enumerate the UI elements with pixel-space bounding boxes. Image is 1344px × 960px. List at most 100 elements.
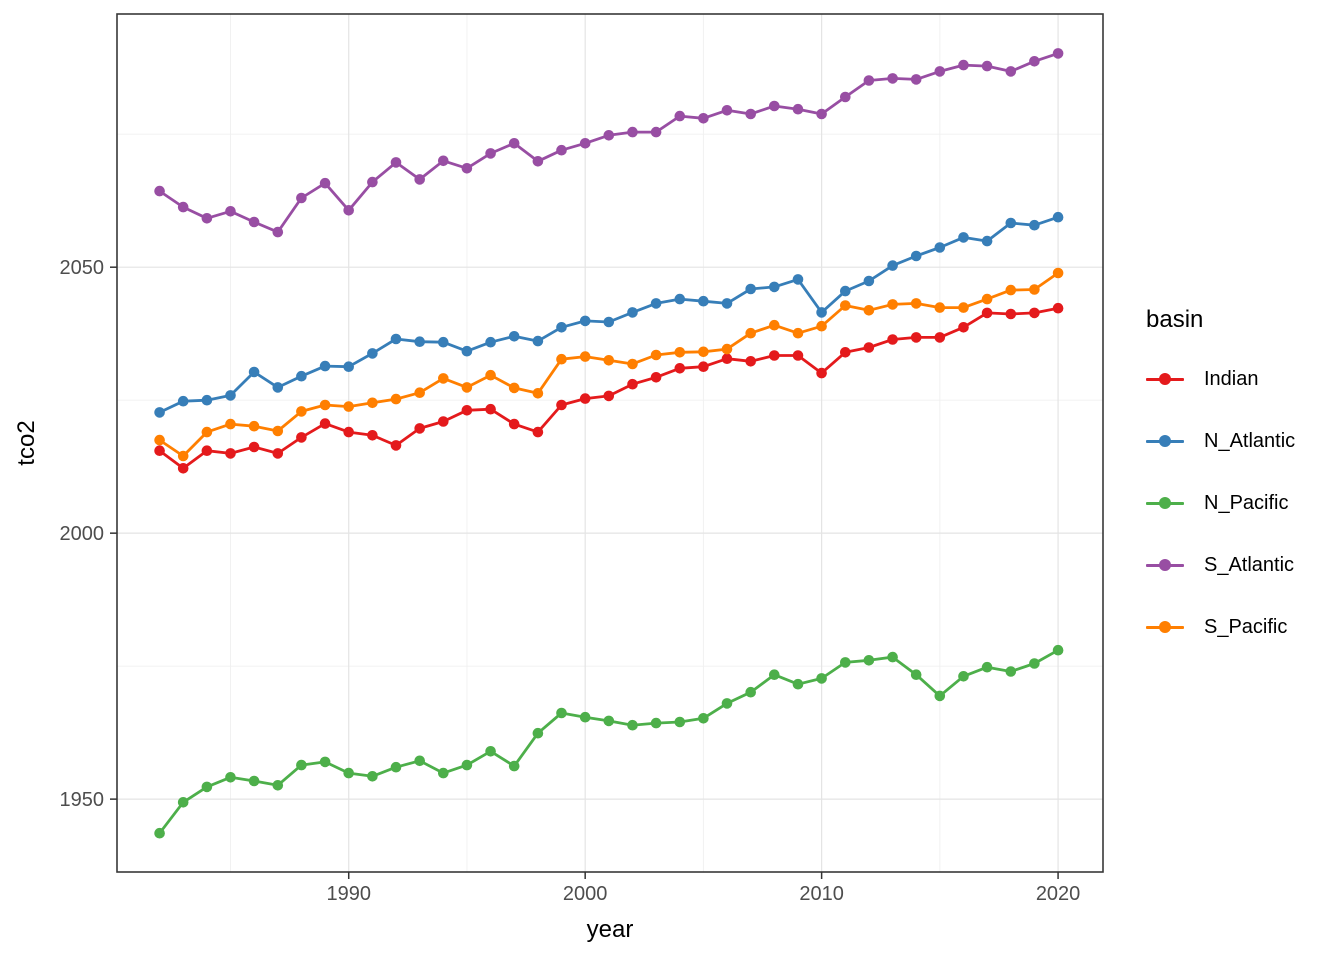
data-point-S_Atlantic [603,130,615,141]
data-point-S_Pacific [248,420,260,432]
data-point-S_Pacific [627,358,638,370]
data-point-Indian [840,347,851,358]
data-point-Indian [461,405,473,416]
data-point-S_Pacific [414,387,426,399]
data-point-S_Pacific [769,319,780,331]
data-point-N_Pacific [414,755,426,767]
data-point-S_Atlantic [816,108,827,120]
data-point-N_Pacific [154,827,165,839]
data-point-N_Atlantic [674,293,686,305]
data-point-N_Atlantic [816,307,827,318]
data-point-N_Atlantic [1005,217,1017,229]
data-point-Indian [698,361,709,373]
data-point-S_Atlantic [627,126,638,138]
data-point-Indian [390,440,402,451]
data-point-N_Pacific [225,772,236,783]
data-point-S_Pacific [438,373,449,384]
data-point-N_Pacific [792,678,804,690]
data-point-S_Atlantic [343,205,355,216]
data-point-N_Atlantic [934,242,946,253]
data-point-Indian [177,463,189,474]
data-point-N_Pacific [556,707,567,719]
data-point-Indian [1005,308,1017,320]
data-point-S_Atlantic [792,103,804,115]
data-point-S_Pacific [792,327,804,339]
data-point-S_Pacific [981,293,993,305]
data-point-S_Atlantic [698,113,709,124]
data-point-N_Pacific [887,651,898,663]
data-point-N_Pacific [485,746,496,757]
data-point-N_Atlantic [887,260,898,271]
data-point-Indian [579,393,591,404]
data-point-Indian [627,378,638,390]
data-point-N_Atlantic [627,307,638,318]
data-point-S_Pacific [816,320,827,332]
data-point-N_Atlantic [319,360,331,372]
data-point-S_Atlantic [579,138,591,149]
x-tick-label: 2020 [1036,883,1081,905]
data-point-Indian [154,445,165,457]
data-point-Indian [343,426,355,438]
data-point-Indian [674,363,686,374]
series-Indian [154,302,1064,474]
data-point-N_Pacific [1029,658,1040,669]
data-point-N_Pacific [319,756,331,768]
data-point-S_Atlantic [840,91,851,103]
data-point-N_Atlantic [863,275,875,287]
data-point-S_Pacific [603,355,615,366]
data-point-S_Pacific [532,388,544,399]
data-point-N_Pacific [698,713,709,724]
data-point-Indian [201,445,213,457]
data-point-N_Pacific [721,698,733,709]
data-point-S_Atlantic [201,213,213,224]
data-point-N_Atlantic [201,394,213,406]
data-point-S_Atlantic [674,110,686,122]
data-point-S_Pacific [177,450,189,462]
legend-item-S_Pacific: S_Pacific [1146,596,1295,658]
legend: basin Indian N_Atlantic N_Pacific S_Atlanti… [1146,306,1295,658]
data-point-N_Pacific [934,690,946,702]
data-point-S_Atlantic [177,201,189,213]
data-point-S_Pacific [958,302,969,313]
x-tick-label: 1990 [326,883,371,905]
data-point-N_Atlantic [792,274,804,285]
data-point-N_Atlantic [745,283,756,295]
data-point-S_Atlantic [556,144,567,156]
series-N_Pacific [154,644,1064,839]
data-point-S_Pacific [674,347,686,358]
data-point-N_Atlantic [1029,219,1040,231]
data-point-N_Pacific [910,669,922,680]
legend-key-icon [1146,558,1184,572]
legend-key-icon [1146,434,1184,448]
legend-item-N_Pacific: N_Pacific [1146,472,1295,534]
x-tick-label: 2000 [563,883,608,905]
data-point-N_Pacific [532,727,544,739]
data-point-N_Atlantic [414,336,426,348]
legend-key-dot [1159,435,1171,447]
data-point-N_Pacific [201,781,213,793]
data-point-S_Pacific [272,425,284,437]
legend-items: Indian N_Atlantic N_Pacific S_Atlantic S_Pac… [1146,348,1295,658]
data-point-Indian [248,441,260,453]
legend-key-icon [1146,496,1184,510]
data-point-N_Atlantic [698,295,709,307]
data-point-N_Pacific [1005,666,1017,677]
data-point-S_Atlantic [296,192,307,204]
data-point-N_Atlantic [721,298,733,309]
data-point-Indian [532,426,544,438]
data-point-N_Pacific [958,671,969,682]
data-point-N_Atlantic [367,348,378,359]
data-point-N_Pacific [981,661,993,673]
data-point-N_Atlantic [650,298,662,309]
data-point-N_Pacific [248,775,260,787]
data-point-S_Atlantic [390,157,402,168]
data-point-Indian [1052,302,1064,314]
data-point-S_Pacific [296,406,307,417]
legend-item-S_Atlantic: S_Atlantic [1146,534,1295,596]
y-axis-title: tco2 [13,420,40,466]
data-point-S_Atlantic [981,60,993,72]
legend-title: basin [1146,306,1204,333]
data-point-N_Atlantic [1052,211,1064,223]
data-point-N_Pacific [390,761,402,773]
data-point-Indian [367,430,378,441]
